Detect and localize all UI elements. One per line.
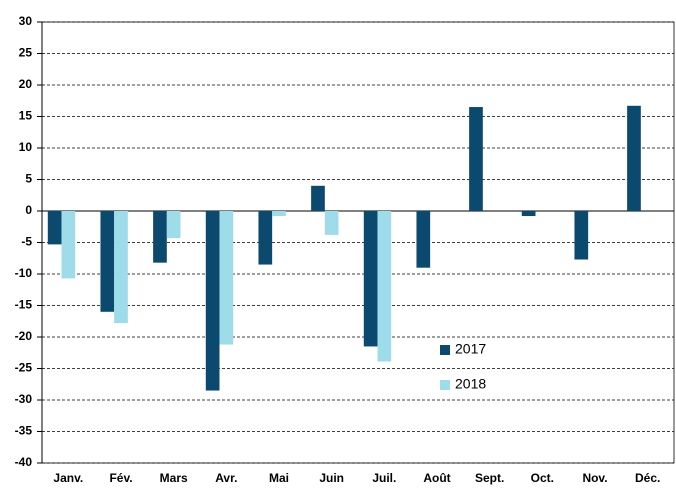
- bar: [377, 211, 392, 362]
- x-tick-label: Avr.: [215, 471, 237, 485]
- x-tick-label: Août: [423, 471, 450, 485]
- x-tick-label: Nov.: [582, 471, 607, 485]
- bar: [416, 211, 431, 268]
- y-tick-label: 25: [19, 46, 33, 60]
- bar: [363, 211, 378, 347]
- bar: [61, 211, 76, 279]
- x-tick-label: Sept.: [475, 471, 504, 485]
- x-tick-label: Juin: [319, 471, 344, 485]
- y-tick-label: -25: [15, 361, 33, 375]
- x-tick-label: Déc.: [635, 471, 660, 485]
- y-tick-label: -30: [15, 392, 33, 406]
- x-tick-label: Mai: [269, 471, 289, 485]
- bar: [114, 211, 128, 324]
- y-tick-label: 30: [19, 14, 33, 28]
- y-tick-label: 20: [19, 77, 33, 91]
- x-tick-label: Fév.: [109, 471, 132, 485]
- bar: [153, 211, 167, 263]
- bar: [219, 211, 234, 345]
- legend-swatch: [440, 345, 450, 355]
- bar: [627, 105, 641, 211]
- y-tick-label: -20: [15, 329, 33, 343]
- y-tick-label: 10: [19, 140, 33, 154]
- bar: [258, 211, 273, 265]
- y-tick-label: 15: [19, 109, 33, 123]
- x-tick-label: Oct.: [531, 471, 554, 485]
- bar: [574, 211, 589, 260]
- bar: [272, 211, 286, 217]
- y-tick-label: 0: [25, 203, 32, 217]
- x-tick-label: Mars: [160, 471, 188, 485]
- y-tick-label: -40: [15, 455, 33, 469]
- legend-swatch: [440, 380, 450, 390]
- bar: [324, 211, 339, 235]
- bar: [521, 211, 536, 217]
- bar: [311, 185, 325, 211]
- y-tick-label: -10: [15, 266, 33, 280]
- legend-label: 2018: [455, 376, 486, 392]
- x-tick-label: Juil.: [372, 471, 396, 485]
- y-tick-label: 5: [25, 172, 32, 186]
- plot-frame: [41, 21, 675, 464]
- bar: [100, 211, 115, 312]
- bar: [47, 211, 62, 245]
- legend-label: 2017: [455, 341, 486, 357]
- bar: [469, 107, 483, 211]
- bar: [205, 211, 220, 391]
- bar: [166, 211, 181, 239]
- x-tick-label: Janv.: [53, 471, 83, 485]
- y-tick-label: -15: [15, 298, 33, 312]
- y-tick-label: -35: [15, 424, 33, 438]
- y-tick-label: -5: [21, 235, 32, 249]
